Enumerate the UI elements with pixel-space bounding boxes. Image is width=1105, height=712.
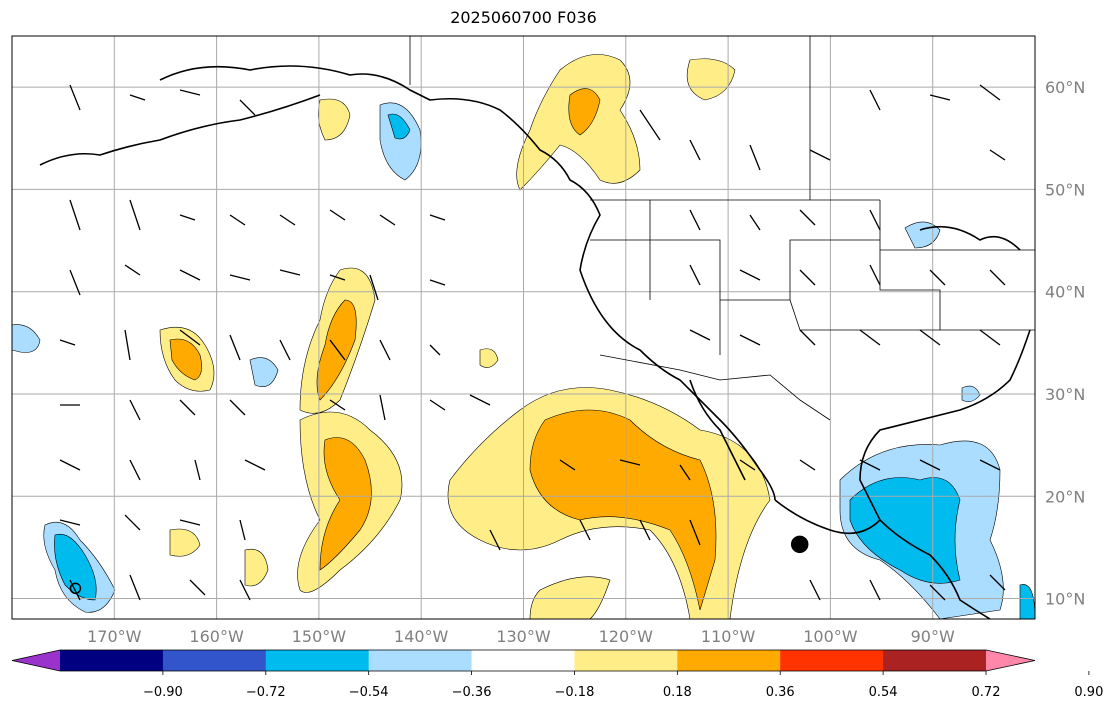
lat-tick-label: 40°N bbox=[1045, 283, 1085, 302]
colorbar-segment bbox=[60, 650, 164, 671]
lon-tick-label: 140°W bbox=[394, 627, 449, 646]
lon-tick-label: 120°W bbox=[599, 627, 654, 646]
lat-tick-label: 60°N bbox=[1045, 78, 1085, 97]
map-markers bbox=[69, 535, 809, 595]
lon-tick-label: 90°W bbox=[911, 627, 955, 646]
lat-tick-label: 20°N bbox=[1045, 487, 1085, 506]
colorbar-tick-label: −0.90 bbox=[143, 685, 183, 700]
colorbar: −0.90 −0.72 −0.54 −0.36 −0.18 0.18 0.36 0.54 0.7… bbox=[11, 649, 1103, 700]
colorbar-segment bbox=[883, 650, 987, 671]
coastlines bbox=[39, 65, 1031, 619]
colorbar-extend-max bbox=[986, 650, 1035, 671]
colorbar-tick-label: 0.36 bbox=[766, 685, 795, 700]
lat-tick-label: 10°N bbox=[1045, 590, 1085, 609]
longitude-labels: 170°W 160°W 150°W 140°W 130°W 120°W 110°W 100°W… bbox=[87, 627, 955, 646]
colorbar-segment bbox=[471, 650, 575, 671]
colorbar-segment bbox=[368, 650, 473, 671]
colorbar-segment bbox=[265, 650, 370, 671]
lat-tick-label: 50°N bbox=[1045, 180, 1085, 199]
colorbar-tick-label: −0.54 bbox=[349, 685, 389, 700]
colorbar-tick-label: −0.72 bbox=[246, 685, 286, 700]
colorbar-tick-label: 0.54 bbox=[869, 685, 898, 700]
wind-barbs bbox=[59, 84, 1006, 601]
colorbar-tick-label: 0.72 bbox=[972, 685, 1001, 700]
colorbar-segment bbox=[677, 650, 781, 671]
filled-circle-marker bbox=[790, 535, 809, 554]
lon-tick-label: 110°W bbox=[701, 627, 756, 646]
lon-tick-label: 170°W bbox=[87, 627, 142, 646]
lon-tick-label: 100°W bbox=[803, 627, 858, 646]
colorbar-tick-label: −0.36 bbox=[452, 685, 492, 700]
colorbar-extend-min bbox=[12, 650, 60, 671]
positive-anomaly-fields bbox=[159, 54, 771, 619]
graticule bbox=[12, 36, 1035, 619]
colorbar-tick-label: 0.90 bbox=[1074, 685, 1103, 700]
lat-tick-label: 30°N bbox=[1045, 385, 1085, 404]
colorbar-outline bbox=[11, 649, 1036, 672]
lon-tick-label: 160°W bbox=[189, 627, 244, 646]
colorbar-segment bbox=[574, 650, 678, 671]
latitude-labels: 10°N 20°N 30°N 40°N 50°N 60°N bbox=[1045, 78, 1085, 608]
map-title: 2025060700 F036 bbox=[450, 8, 597, 27]
lon-tick-label: 150°W bbox=[292, 627, 347, 646]
colorbar-tick-label: 0.18 bbox=[663, 685, 692, 700]
open-circle-marker bbox=[69, 582, 82, 595]
lon-tick-label: 130°W bbox=[496, 627, 551, 646]
plot-frame bbox=[11, 35, 1036, 620]
colorbar-tick-label: −0.18 bbox=[555, 685, 595, 700]
colorbar-segment bbox=[162, 650, 267, 671]
colorbar-segment bbox=[780, 650, 884, 671]
